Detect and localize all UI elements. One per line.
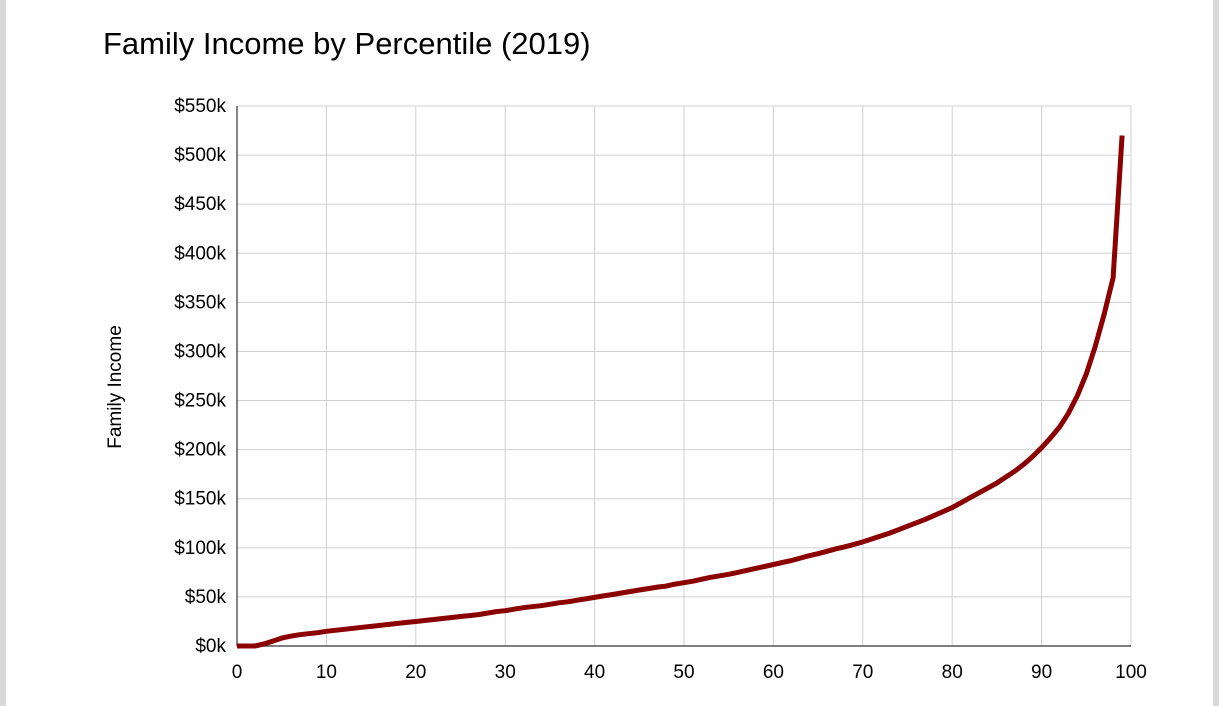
chart-title: Family Income by Percentile (2019) (103, 26, 591, 61)
x-tick-label: 50 (673, 662, 694, 683)
x-tick-label: 60 (763, 662, 784, 683)
window-left-border (0, 0, 6, 706)
y-tick-label: $200k (174, 440, 226, 461)
y-axis-tick-labels: $0k $50k $100k $150k $200k $250k $300k $350k $40… (174, 96, 226, 657)
x-tick-label: 70 (852, 662, 873, 683)
series-line (237, 135, 1125, 649)
y-tick-label: $550k (174, 96, 226, 117)
x-tick-label: 100 (1115, 662, 1147, 683)
axes (236, 106, 1131, 647)
y-tick-label: $300k (174, 341, 226, 362)
y-tick-label: $50k (185, 587, 227, 608)
x-axis-tick-labels: 0 10 20 30 40 50 60 70 80 90 100 (232, 662, 1147, 683)
y-tick-label: $350k (174, 292, 226, 313)
x-tick-label: 80 (942, 662, 963, 683)
y-tick-label: $100k (174, 538, 226, 559)
y-tick-label: $0k (195, 636, 226, 657)
x-tick-label: 30 (495, 662, 516, 683)
gridlines (237, 105, 1132, 646)
window-right-border (1213, 0, 1219, 706)
x-tick-label: 0 (232, 662, 243, 683)
y-tick-label: $150k (174, 489, 226, 510)
y-tick-label: $250k (174, 391, 226, 412)
x-tick-label: 40 (584, 662, 605, 683)
x-tick-label: 90 (1031, 662, 1052, 683)
x-tick-label: 20 (405, 662, 426, 683)
y-tick-label: $450k (174, 194, 226, 215)
y-tick-label: $400k (174, 243, 226, 264)
x-tick-label: 10 (316, 662, 337, 683)
series-layer (237, 135, 1125, 649)
y-tick-label: $500k (174, 145, 226, 166)
